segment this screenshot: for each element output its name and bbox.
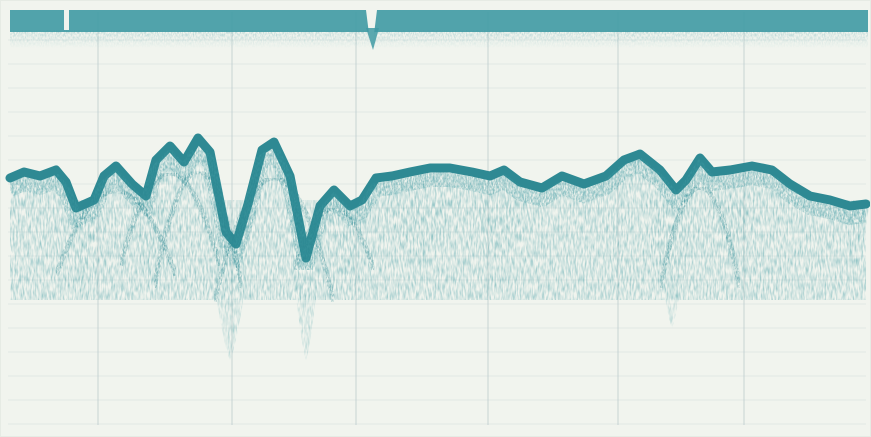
hyperbolic-echo — [657, 184, 743, 289]
echo-plume — [130, 200, 170, 290]
hyperbolic-echo — [151, 169, 245, 289]
echo-plume — [704, 200, 756, 260]
hyperbolic-echo — [291, 205, 377, 271]
echo-plume — [470, 200, 530, 262]
seabed-echo-trace — [5, 133, 871, 303]
echo-plume — [650, 200, 694, 328]
surface-gap — [366, 10, 377, 42]
surface-echo — [10, 10, 868, 32]
seabed-line — [5, 133, 871, 263]
hyperbolic-echo — [211, 175, 337, 303]
surface-band — [10, 10, 868, 50]
hyperbolic-echo — [117, 170, 223, 267]
echo-plume — [380, 200, 460, 270]
hyperbolic-echo — [53, 188, 179, 277]
surface-dip — [366, 28, 379, 50]
surface-gap — [64, 10, 69, 30]
surface-echo-tail — [10, 30, 868, 48]
